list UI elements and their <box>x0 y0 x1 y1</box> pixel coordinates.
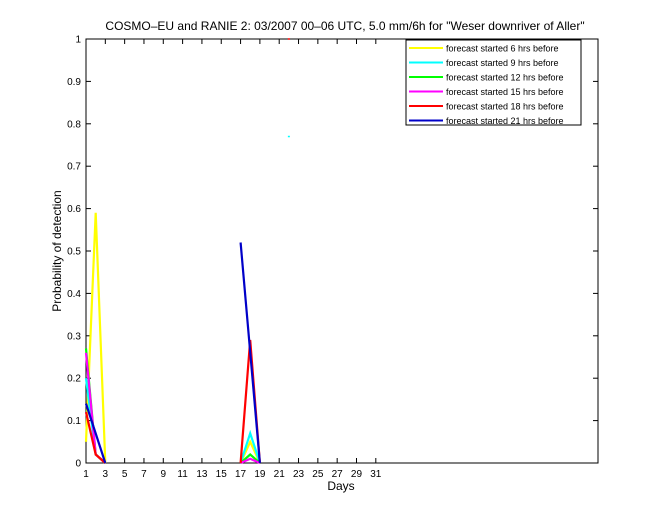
x-tick-label: 25 <box>312 469 324 480</box>
y-tick-label: 0.7 <box>67 162 81 173</box>
x-axis-label: Days <box>327 479 354 493</box>
y-tick-label: 0.4 <box>67 289 81 300</box>
x-tick-label: 5 <box>122 469 128 480</box>
chart-title: COSMO–EU and RANIE 2: 03/2007 00–06 UTC,… <box>105 19 584 33</box>
x-tick-label: 15 <box>216 469 228 480</box>
series-line-3 <box>239 453 261 464</box>
legend-label: forecast started 18 hrs before <box>446 102 564 112</box>
y-axis-label: Probability of detection <box>50 190 64 311</box>
legend-box <box>405 39 582 126</box>
x-axis: 1 3 5 7 9 11 13 15 17 19 21 23 25 27 29 31 <box>83 39 382 480</box>
y-tick-label: 0.9 <box>67 77 81 88</box>
legend-label: forecast started 21 hrs before <box>446 116 564 126</box>
series-line-6 <box>239 242 261 464</box>
y-tick-label: 0.5 <box>67 247 81 258</box>
x-tick-label: 19 <box>254 469 266 480</box>
legend-label: forecast started 9 hrs before <box>446 58 559 68</box>
legend-label: forecast started 15 hrs before <box>446 87 564 97</box>
x-tick-label: 27 <box>332 469 344 480</box>
x-tick-label: 11 <box>177 469 188 480</box>
x-tick-label: 13 <box>196 469 208 480</box>
x-tick-label: 23 <box>293 469 305 480</box>
legend: forecast started 6 hrs before forecast st… <box>405 39 582 126</box>
x-tick-label: 3 <box>103 469 109 480</box>
y-tick-label: 0.1 <box>67 416 81 427</box>
x-tick-label: 7 <box>141 469 147 480</box>
x-tick-label: 9 <box>161 469 167 480</box>
series-line-5 <box>84 411 107 464</box>
legend-label: forecast started 6 hrs before <box>446 44 559 54</box>
series-layer <box>84 38 290 465</box>
x-tick-label: 31 <box>370 469 382 480</box>
y-tick-label: 0.2 <box>67 374 81 385</box>
y-tick-label: 1 <box>75 35 81 46</box>
y-tick-label: 0 <box>75 459 81 470</box>
x-tick-label: 1 <box>83 469 89 480</box>
y-axis: 0 0.1 0.2 0.3 0.4 0.5 0.6 0.7 0.8 0.9 1 <box>67 35 598 470</box>
x-tick-label: 21 <box>274 469 286 480</box>
x-tick-label: 29 <box>351 469 363 480</box>
series-line-6 <box>84 403 107 464</box>
y-tick-label: 0.6 <box>67 204 81 215</box>
series-line-4 <box>240 457 261 465</box>
legend-label: forecast started 12 hrs before <box>446 73 564 83</box>
y-tick-label: 0.8 <box>67 119 81 130</box>
y-tick-label: 0.3 <box>67 331 81 342</box>
series-line-1 <box>84 212 107 464</box>
series-line-2 <box>239 429 261 464</box>
x-tick-label: 17 <box>235 469 247 480</box>
